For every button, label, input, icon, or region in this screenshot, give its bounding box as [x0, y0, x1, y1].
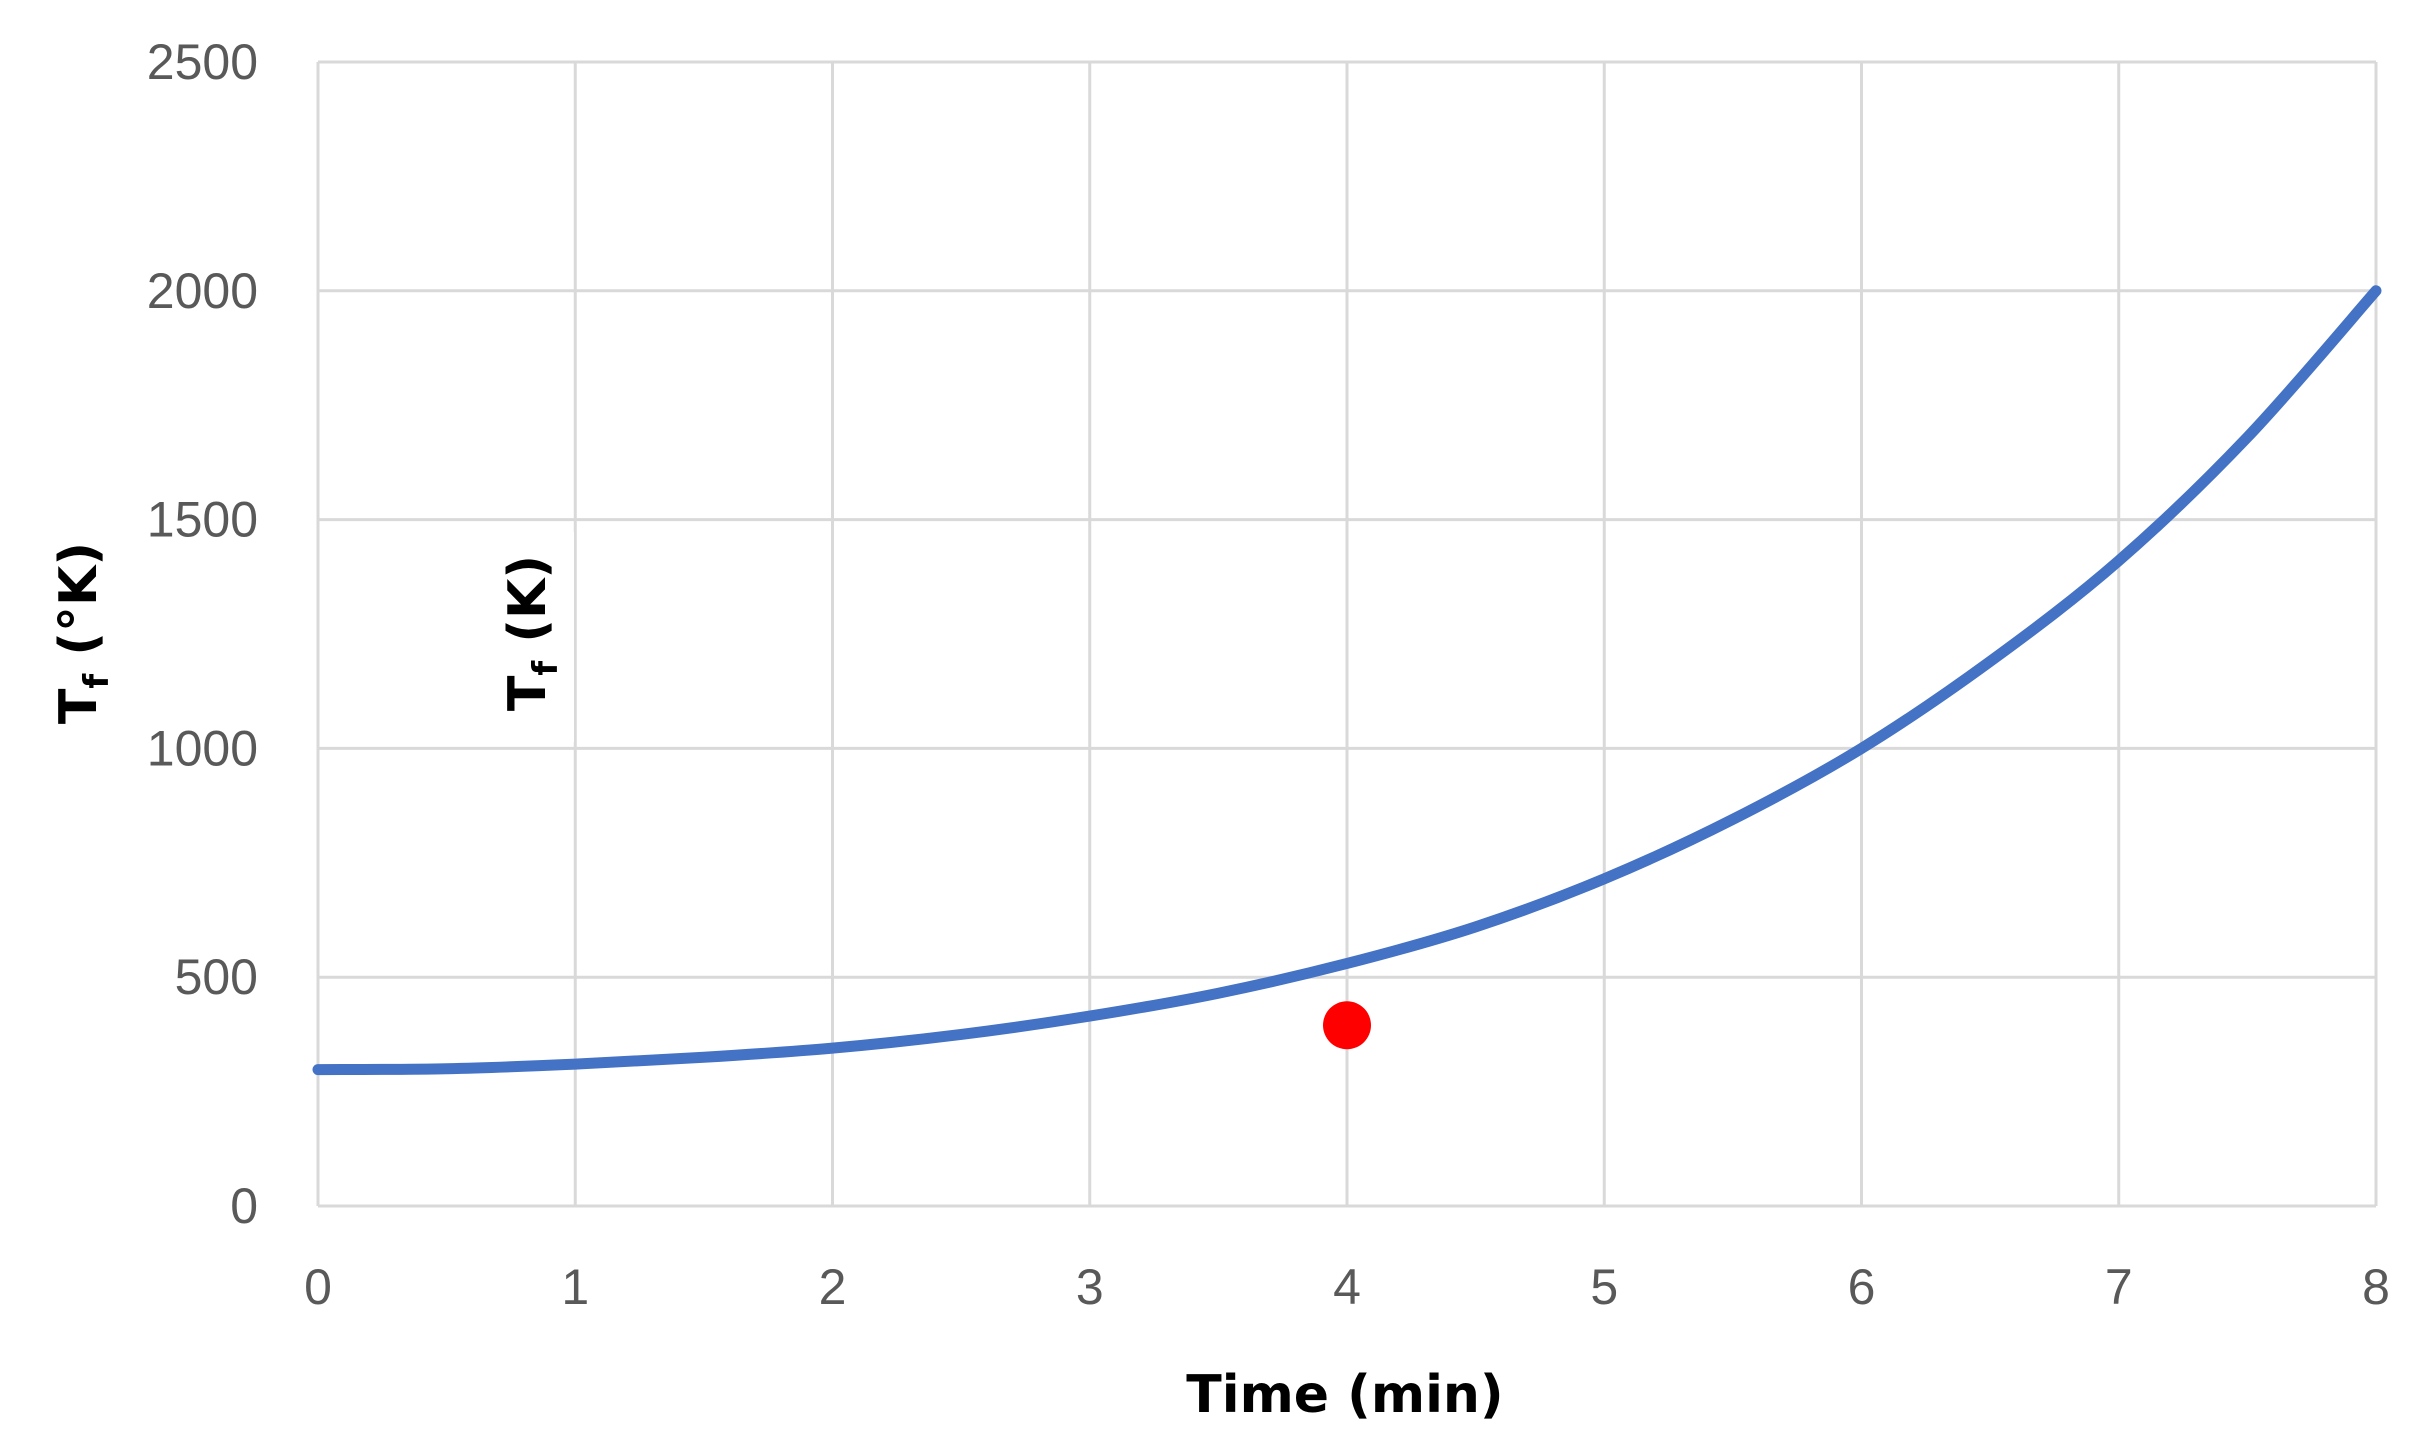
annotation-label-sub: f	[526, 660, 566, 676]
data-point	[1323, 1001, 1371, 1050]
annotation-label-main: T	[498, 675, 558, 711]
y-tick-labels: 0 500 1000 1500 2000 2500	[147, 34, 258, 1234]
x-tick-label: 5	[1590, 1259, 1618, 1315]
y-tick-label: 500	[175, 949, 258, 1005]
y-tick-label: 1000	[147, 720, 258, 776]
grid	[316, 60, 2378, 1208]
x-tick-label: 4	[1333, 1259, 1361, 1315]
x-tick-label: 3	[1076, 1259, 1104, 1315]
x-tick-label: 7	[2105, 1259, 2133, 1315]
x-tick-label: 6	[1848, 1259, 1876, 1315]
x-tick-labels: 0 1 2 3 4 5 6 7 8	[304, 1259, 2390, 1315]
annotation-label-rest: (K)	[498, 555, 558, 661]
x-tick-label: 1	[561, 1259, 589, 1315]
x-tick-label: 0	[304, 1259, 332, 1315]
x-tick-label: 8	[2362, 1259, 2390, 1315]
y-axis-title: Tf (°K)	[49, 542, 117, 724]
series-line	[312, 285, 2382, 1076]
annotation-label: Tf (K)	[498, 555, 566, 711]
y-tick-label: 0	[230, 1178, 258, 1234]
y-axis-title-main: T	[49, 688, 109, 724]
y-axis-title-rest: (°K)	[49, 542, 109, 674]
y-tick-label: 1500	[147, 492, 258, 548]
y-tick-label: 2500	[147, 34, 258, 90]
y-axis-title-sub: f	[77, 673, 117, 689]
series-layer	[312, 285, 2382, 1076]
x-axis-title: Time (min)	[1186, 1365, 1503, 1425]
annotation-background	[486, 532, 574, 742]
x-tick-label: 2	[819, 1259, 847, 1315]
y-tick-label: 2000	[147, 263, 258, 319]
points-layer	[1323, 1001, 1371, 1050]
